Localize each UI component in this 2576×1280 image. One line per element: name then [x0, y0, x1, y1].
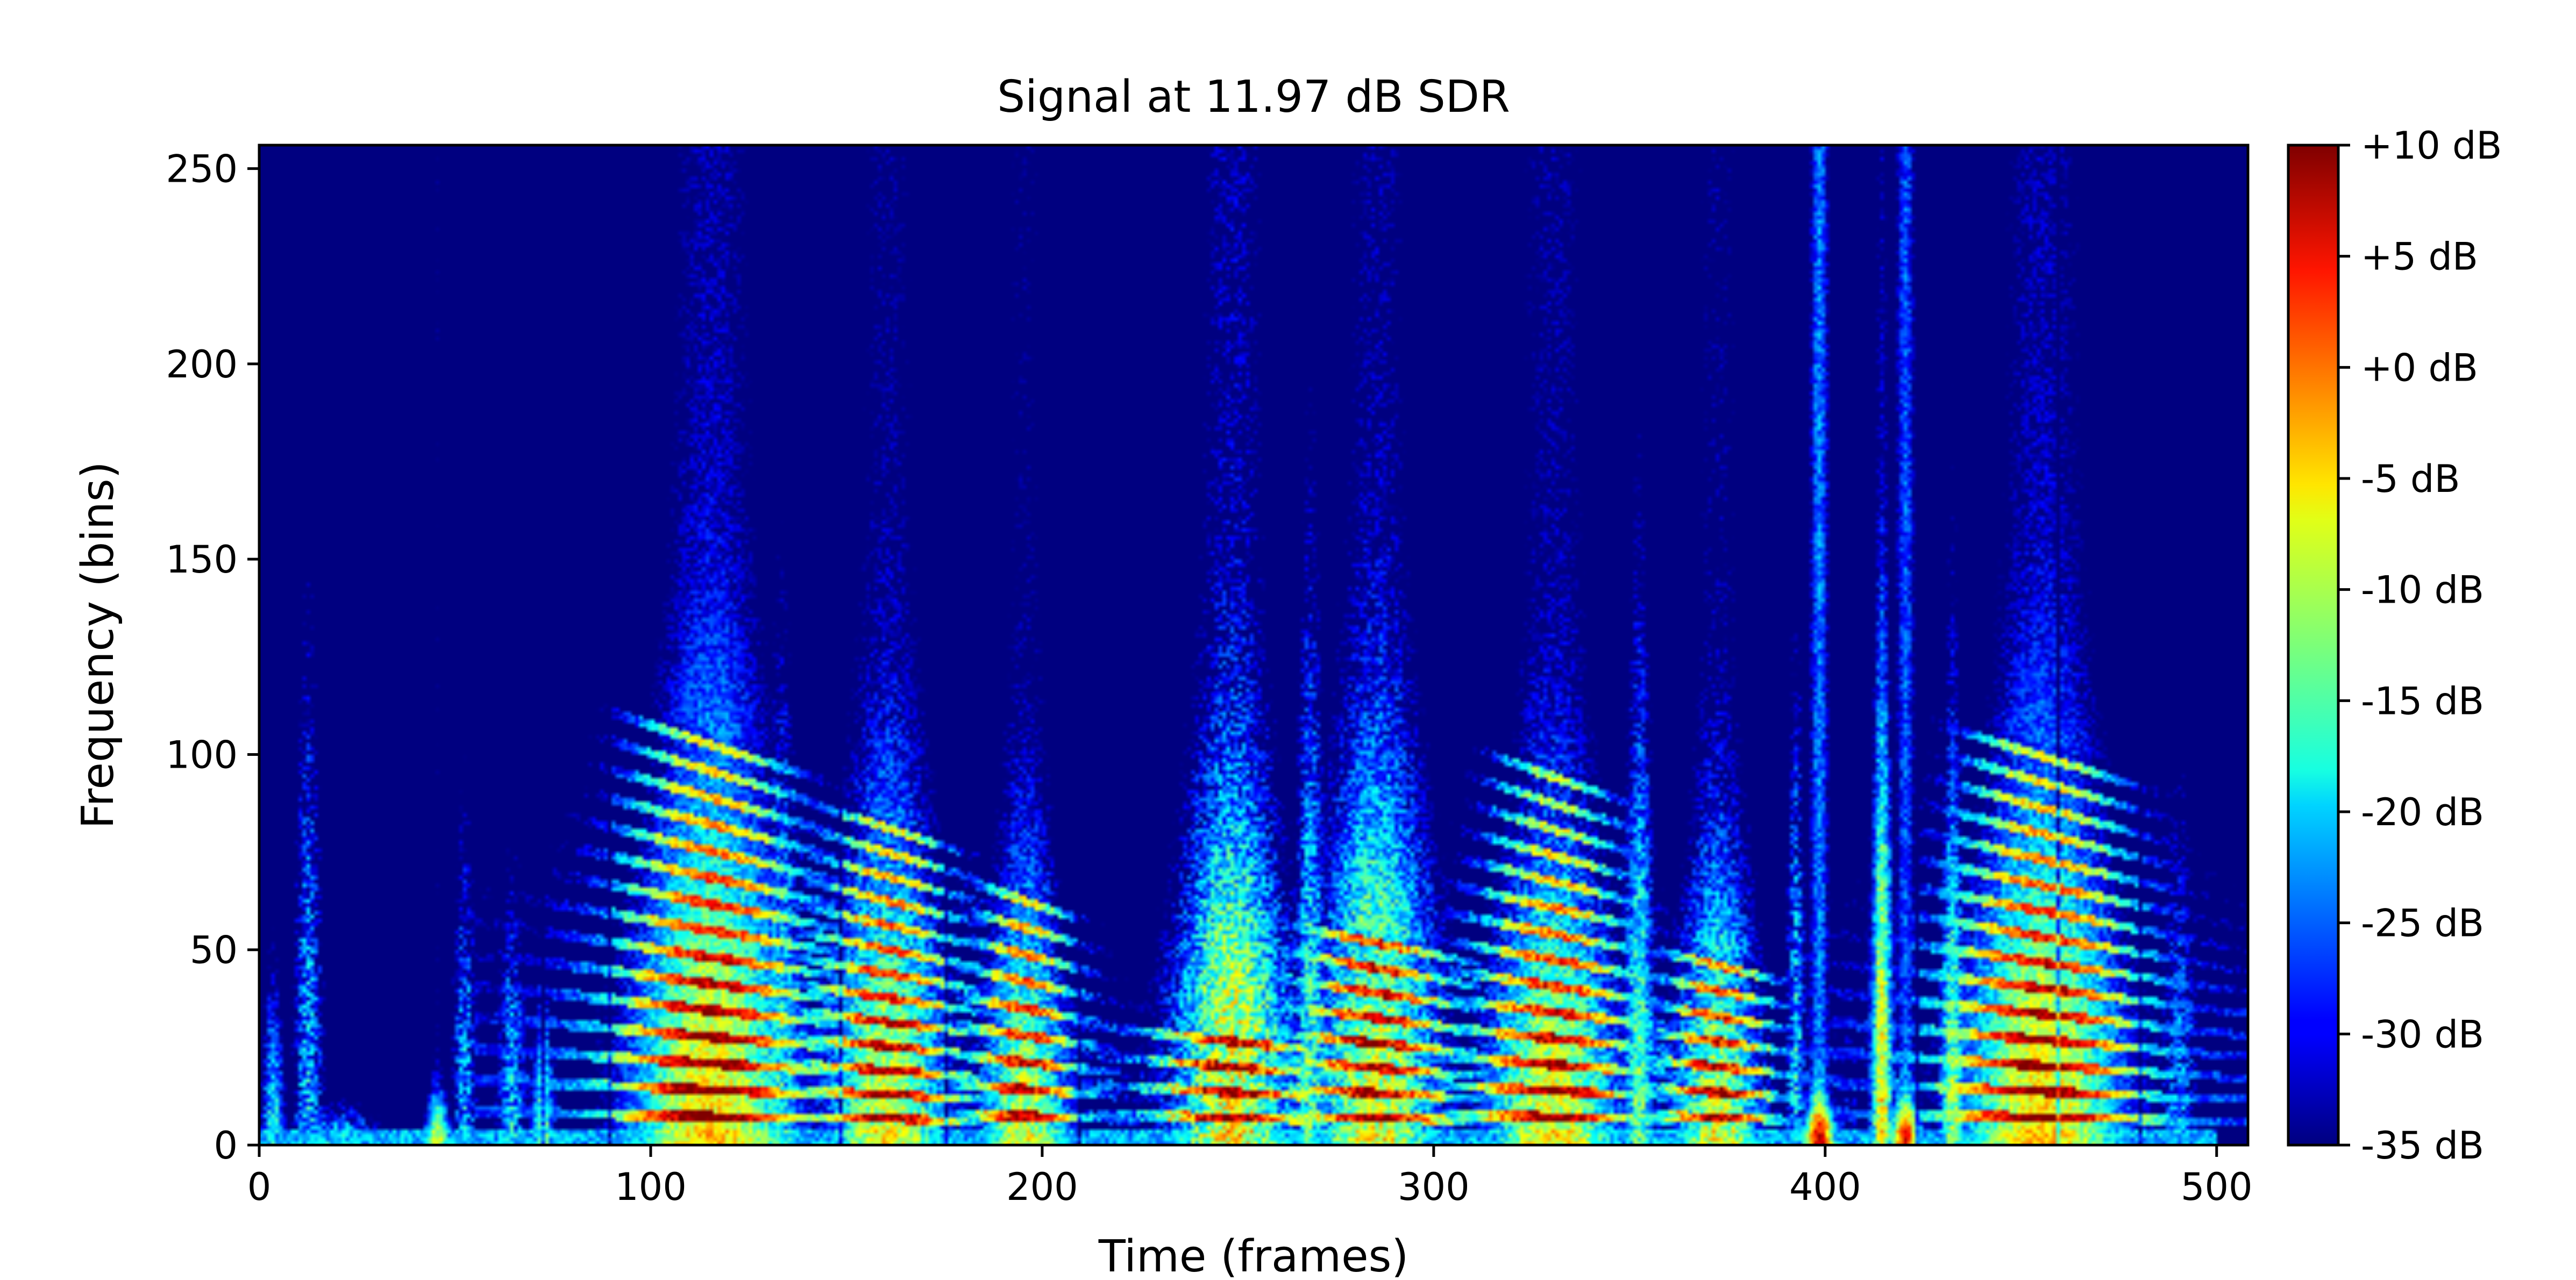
x-tick-label: 100	[615, 1165, 687, 1209]
chart-title: Signal at 11.97 dB SDR	[997, 71, 1510, 123]
y-tick-label: 200	[166, 342, 238, 387]
y-tick-label: 150	[166, 538, 238, 582]
colorbar-tick-label: -10 dB	[2361, 568, 2484, 612]
y-tick-label: 250	[166, 147, 238, 191]
x-tick-label: 0	[247, 1165, 272, 1209]
colorbar-tick-label: -30 dB	[2361, 1012, 2484, 1056]
colorbar-gradient	[2287, 144, 2340, 1147]
y-tick-label: 0	[214, 1124, 238, 1168]
colorbar-ticks: +10 dB +5 dB +0 dB -5 dB -10 dB -15 dB -20 dB -…	[2338, 124, 2502, 1168]
colorbar-tick-label: -5 dB	[2361, 457, 2460, 501]
colorbar: +10 dB +5 dB +0 dB -5 dB -10 dB -15 dB -20 dB -…	[2287, 124, 2502, 1168]
y-axis-label: Frequency (bins)	[73, 461, 124, 828]
spectrogram-image	[259, 145, 2248, 1145]
colorbar-tick-label: -35 dB	[2361, 1124, 2484, 1168]
x-tick-label: 400	[1789, 1165, 1861, 1209]
y-tick-label: 100	[166, 733, 238, 777]
y-tick-label: 50	[190, 928, 238, 972]
x-axis: 0 100 200 300 400 500	[247, 1145, 2253, 1209]
colorbar-tick-label: +5 dB	[2361, 235, 2478, 279]
x-tick-label: 300	[1398, 1165, 1470, 1209]
plot-area	[258, 144, 2250, 1147]
x-tick-label: 200	[1006, 1165, 1078, 1209]
x-tick-label: 500	[2181, 1165, 2253, 1209]
colorbar-tick-label: -20 dB	[2361, 790, 2484, 834]
x-axis-label: Time (frames)	[1098, 1231, 1409, 1280]
colorbar-tick-label: +10 dB	[2361, 124, 2502, 168]
colorbar-tick-label: +0 dB	[2361, 346, 2478, 390]
plot-frame	[258, 144, 2250, 1147]
colorbar-tick-label: -25 dB	[2361, 902, 2484, 946]
colorbar-tick-label: -15 dB	[2361, 679, 2484, 723]
y-axis: 0 50 100 150 200 250	[166, 147, 259, 1168]
